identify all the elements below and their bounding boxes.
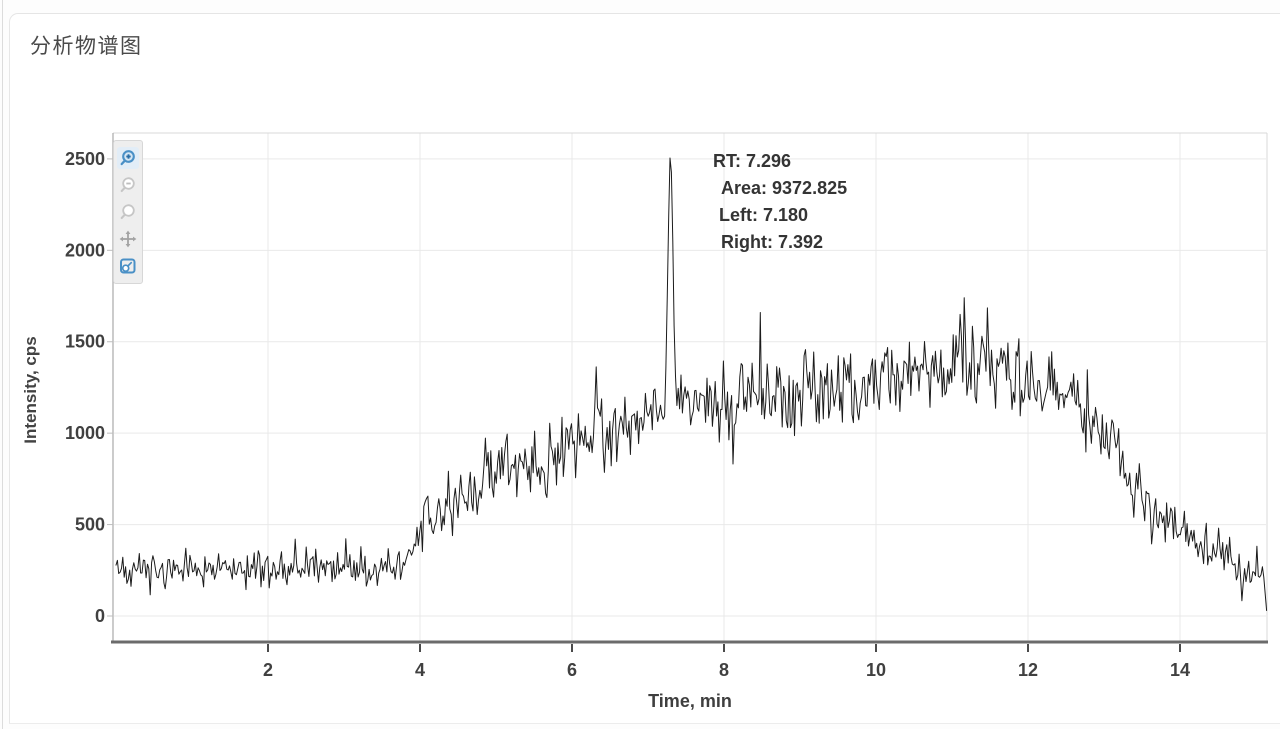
signal-trace xyxy=(115,157,1268,611)
x-tick-label: 6 xyxy=(567,660,577,680)
x-axis-title: Time, min xyxy=(648,691,732,711)
pan-button[interactable] xyxy=(117,228,139,250)
x-tick-label: 8 xyxy=(719,660,729,680)
zoom-in-icon xyxy=(120,150,135,166)
x-tick-label: 2 xyxy=(263,660,273,680)
page-edge-divider xyxy=(2,0,3,729)
spectrum-panel-card xyxy=(9,13,1280,724)
y-tick-label: 2500 xyxy=(65,149,105,169)
y-tick-label: 500 xyxy=(75,515,105,535)
x-tick-label: 12 xyxy=(1018,660,1038,680)
zoom-out-icon xyxy=(120,177,135,193)
y-tick-label: 1500 xyxy=(65,332,105,352)
peak-annotation: RT: 7.296 Area: 9372.825 Left: 7.180 Rig… xyxy=(713,148,847,256)
y-tick-label: 2000 xyxy=(65,240,105,260)
x-tick-label: 10 xyxy=(866,660,886,680)
zoom-region-button[interactable] xyxy=(117,201,139,223)
peak-annotation-right: Right: 7.392 xyxy=(721,232,824,252)
reset-zoom-icon xyxy=(120,258,136,274)
zoom-in-button[interactable] xyxy=(117,147,139,169)
chart-toolbar xyxy=(113,140,143,284)
x-tick-label: 14 xyxy=(1170,660,1190,680)
reset-zoom-button[interactable] xyxy=(117,255,139,277)
y-axis-title: Intensity, cps xyxy=(21,336,40,444)
pan-icon xyxy=(119,230,137,248)
y-tick-label: 0 xyxy=(95,606,105,626)
panel-title: 分析物谱图 xyxy=(30,35,143,58)
zoom-region-icon xyxy=(120,204,135,220)
peak-annotation-area: Area: 9372.825 xyxy=(721,178,848,198)
peak-annotation-rt: RT: 7.296 xyxy=(713,151,792,171)
peak-annotation-left: Left: 7.180 xyxy=(719,205,809,225)
x-tick-label: 4 xyxy=(415,660,425,680)
y-tick-label: 1000 xyxy=(65,423,105,443)
zoom-out-button[interactable] xyxy=(117,174,139,196)
